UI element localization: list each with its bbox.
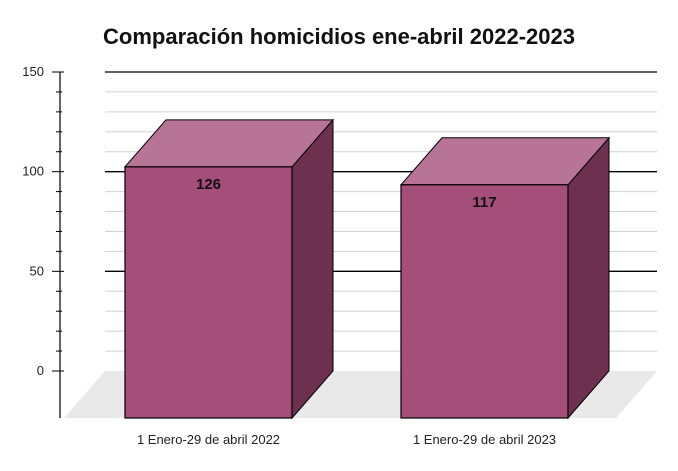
y-tick-label: 50 — [30, 263, 44, 278]
chart-title: Comparación homicidios ene-abril 2022-20… — [103, 24, 575, 49]
data-label: 117 — [472, 194, 496, 211]
x-category-label: 1 Enero-29 de abril 2022 — [137, 432, 280, 447]
y-tick-label: 100 — [22, 164, 44, 179]
y-tick-label: 0 — [37, 363, 44, 378]
bar-side — [291, 118, 334, 420]
y-tick-label: 150 — [22, 64, 44, 79]
bar-side — [567, 136, 610, 420]
x-category-label: 1 Enero-29 de abril 2023 — [413, 432, 556, 447]
data-label: 126 — [196, 176, 221, 193]
bar — [124, 166, 293, 419]
plot-area: 0 50 100 150 126 1 Enero-29 de abril 2022 117 1… — [22, 64, 657, 447]
bar — [400, 184, 569, 419]
